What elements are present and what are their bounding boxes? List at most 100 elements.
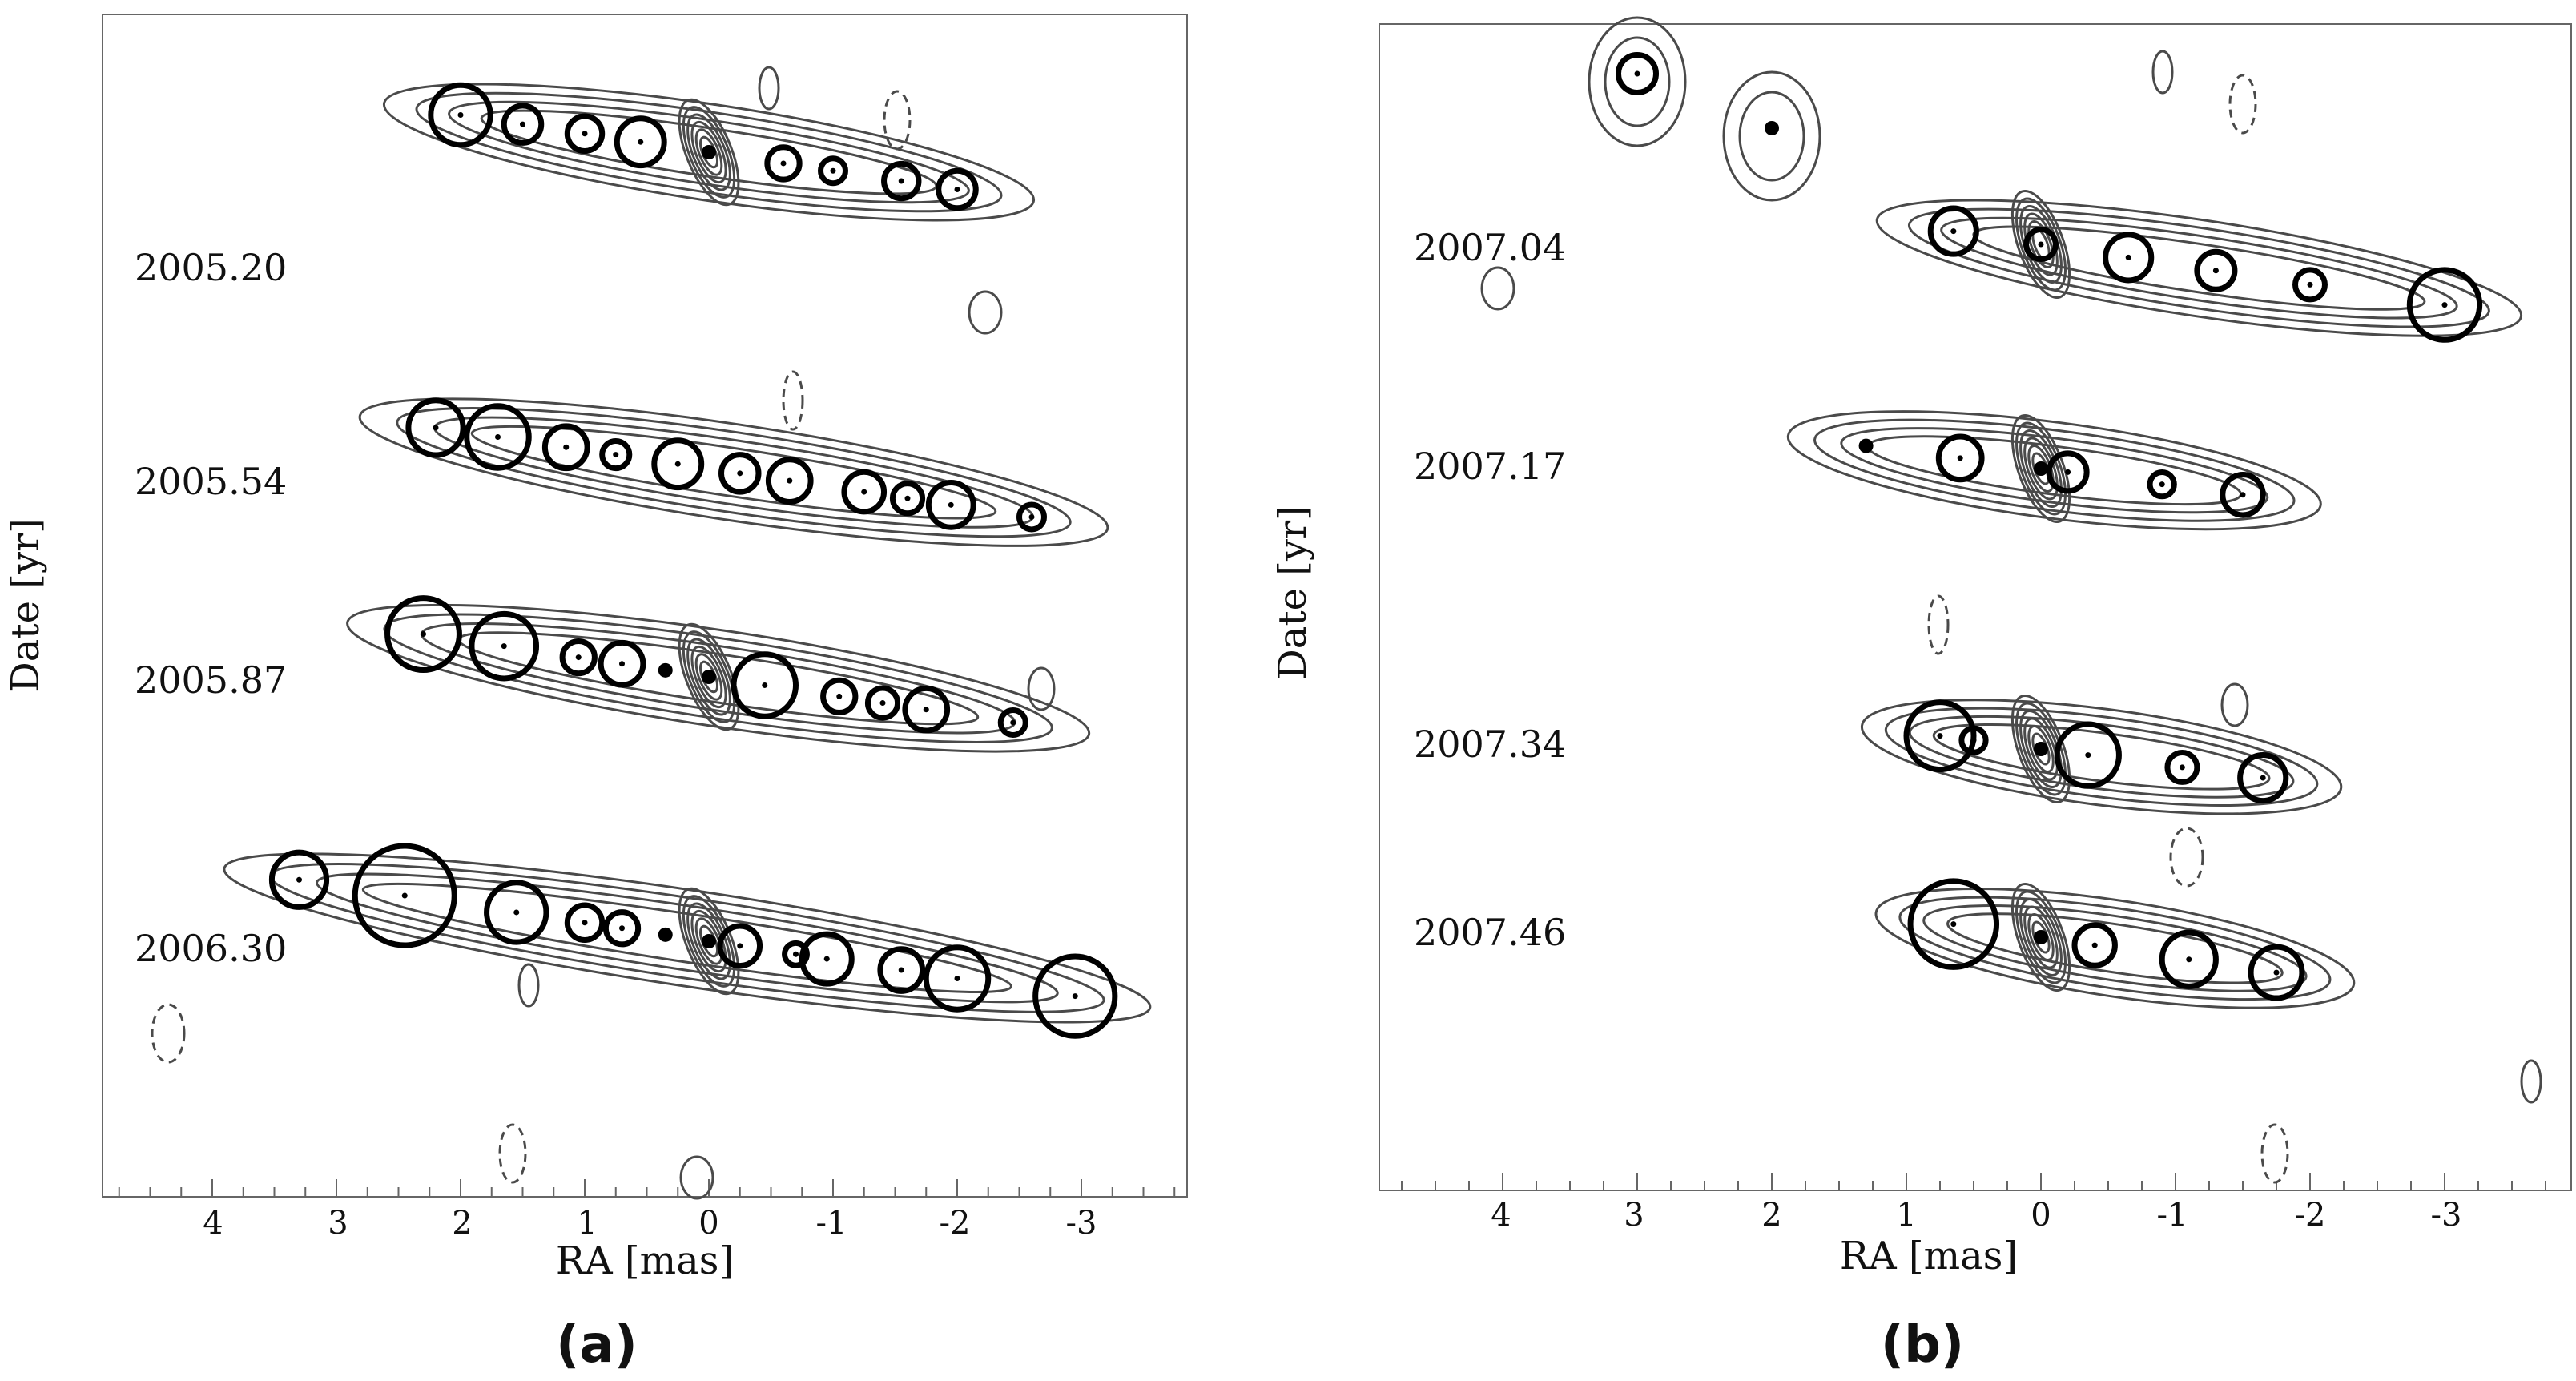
y-axis-label: Date [yr] xyxy=(1270,505,1315,680)
component-center xyxy=(879,700,886,707)
x-tick-label: 2 xyxy=(452,1205,472,1242)
model-component-circle xyxy=(902,685,951,734)
radio-contours xyxy=(1480,16,2542,1184)
model-component-circle xyxy=(559,638,598,677)
y-axis-label: Date [yr] xyxy=(3,518,48,693)
x-tick-label: -3 xyxy=(1066,1205,1097,1242)
model-component-circle xyxy=(2159,929,2219,989)
component-center xyxy=(823,956,830,962)
component-center xyxy=(1957,455,1963,461)
model-component-circle xyxy=(405,397,466,458)
component-center xyxy=(898,967,904,973)
core-contour xyxy=(694,917,723,965)
noise-contour xyxy=(2169,827,2204,888)
model-component-circle xyxy=(782,940,810,968)
model-component-circle xyxy=(564,113,606,154)
component-center xyxy=(575,654,582,661)
core-contour xyxy=(694,653,723,701)
model-component-circle xyxy=(651,437,705,491)
component-center xyxy=(2091,942,2098,948)
component-center xyxy=(954,187,960,192)
component-center xyxy=(2038,241,2044,248)
model-component-circle xyxy=(1958,725,1989,755)
noise-contour xyxy=(679,1155,714,1200)
model-component-circle xyxy=(1927,205,1979,257)
model-component-circle xyxy=(2164,749,2200,785)
component-center xyxy=(1950,228,1957,235)
contour-level xyxy=(1884,707,2319,807)
component-center xyxy=(787,477,793,484)
component-center xyxy=(954,976,960,981)
contour-level xyxy=(1907,207,2490,328)
epoch-label-2005-54: 2005.54 xyxy=(135,460,287,503)
contour-level xyxy=(346,603,1091,753)
model-component-circle xyxy=(614,115,667,169)
component-center xyxy=(898,178,904,184)
model-component-circle xyxy=(881,160,922,202)
model-component-circle xyxy=(923,944,992,1013)
component-center xyxy=(2125,254,2131,260)
core-contour xyxy=(2023,905,2059,969)
component-center xyxy=(296,876,302,883)
model-component-circle xyxy=(936,167,979,211)
model-component-circle xyxy=(2023,227,2059,262)
component-center xyxy=(793,951,799,957)
noise-contour xyxy=(2520,1059,2542,1104)
x-tick-label: 0 xyxy=(698,1205,718,1242)
component-center xyxy=(495,433,501,440)
contour-level xyxy=(1908,715,2295,799)
core-contour xyxy=(2019,710,2063,788)
contour-level xyxy=(1875,199,2523,337)
noise-contour xyxy=(2260,1123,2289,1184)
component-center xyxy=(2159,481,2165,488)
core-contour xyxy=(2010,883,2071,992)
model-component-circle xyxy=(464,403,532,471)
epoch-label-2007-46: 2007.46 xyxy=(1414,911,1566,954)
model-component-circle xyxy=(877,946,926,994)
component-center xyxy=(830,167,836,174)
component-center xyxy=(2186,956,2192,963)
model-component-circle xyxy=(1907,878,2000,970)
contour-level xyxy=(1604,36,1671,127)
component-center xyxy=(421,631,426,638)
noise-contour xyxy=(968,290,1003,335)
model-component-circle xyxy=(2147,469,2177,500)
model-component-circle xyxy=(2237,751,2289,804)
core-contour xyxy=(682,630,736,723)
x-tick-labels: 4 3 2 1 0 -1 -2 -3 xyxy=(203,1205,1097,1242)
x-tick-label: 4 xyxy=(203,1205,223,1242)
model-component-circle xyxy=(268,849,330,910)
model-component-circle xyxy=(1903,699,1977,773)
core-contour xyxy=(694,128,723,176)
core-contour xyxy=(678,622,740,731)
component-center xyxy=(861,489,867,495)
contour-level xyxy=(382,83,1036,222)
core-contour xyxy=(678,98,740,207)
core-contour xyxy=(678,887,740,996)
component-center xyxy=(923,707,929,713)
model-component-circle xyxy=(2054,721,2122,789)
contour-level xyxy=(1898,896,2332,1001)
core-contour xyxy=(2010,414,2071,523)
point-component xyxy=(2034,930,2048,944)
component-center xyxy=(613,452,619,458)
point-component xyxy=(1765,121,1779,135)
component-center xyxy=(1028,513,1035,520)
component-center xyxy=(619,925,625,932)
model-components xyxy=(268,82,1118,1039)
component-center xyxy=(780,160,787,167)
model-component-circle xyxy=(428,82,493,148)
model-component-circle xyxy=(2194,248,2238,292)
point-component xyxy=(2034,742,2048,756)
component-center xyxy=(1010,719,1016,726)
core-contour xyxy=(2027,220,2055,268)
contour-level xyxy=(1874,888,2356,1009)
contour-level xyxy=(358,397,1109,547)
x-tick-label: 2 xyxy=(1761,1197,1781,1234)
model-component-circle xyxy=(2406,267,2483,343)
component-center xyxy=(737,943,743,949)
model-component-circle xyxy=(718,452,762,495)
component-center xyxy=(2307,281,2313,288)
model-component-circle xyxy=(2292,267,2328,303)
contour-level xyxy=(396,407,1072,538)
